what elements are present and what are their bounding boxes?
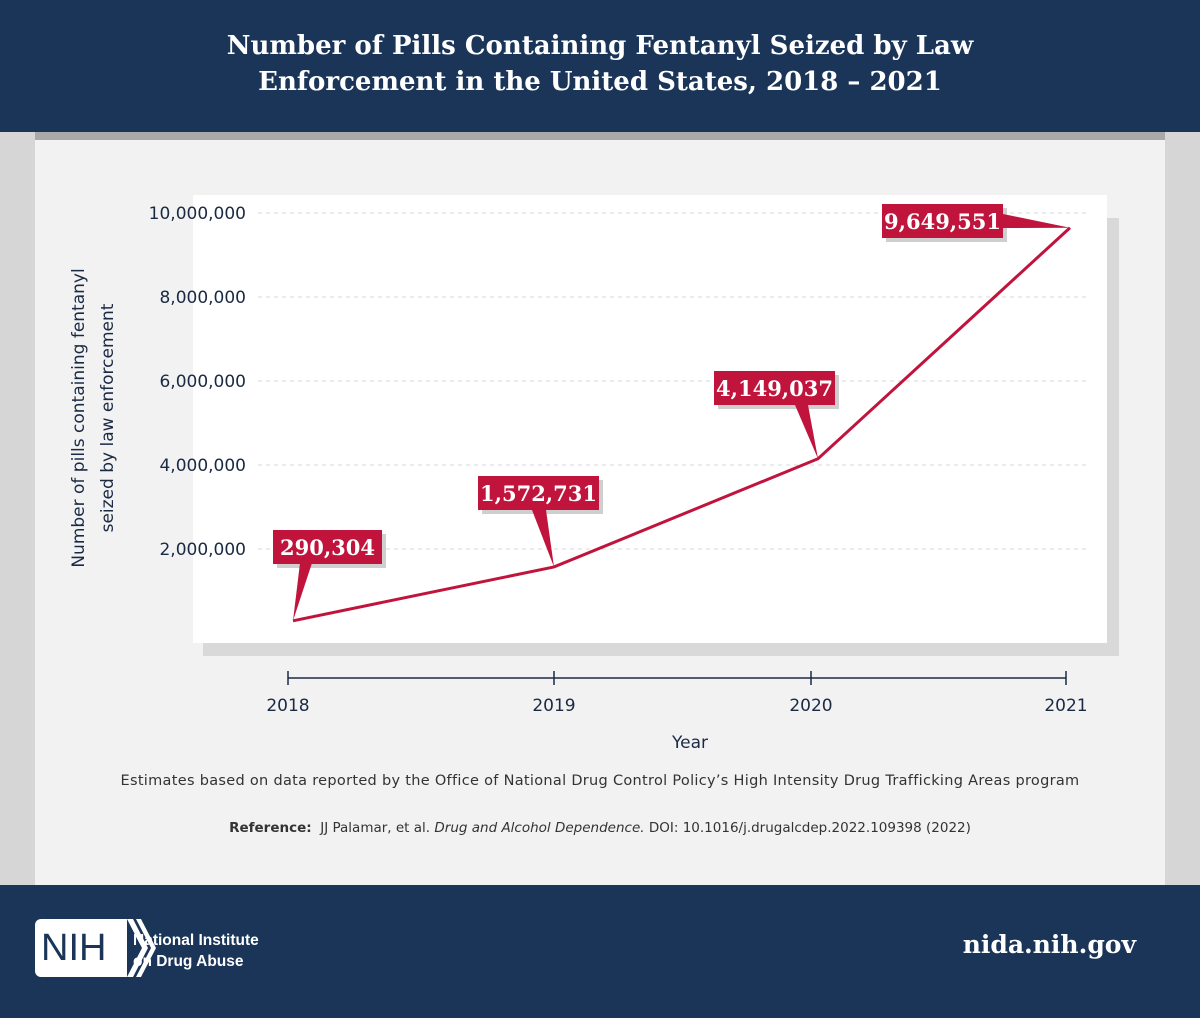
y-tick-label: 8,000,000: [159, 288, 246, 308]
institute-line1: National Institute: [133, 932, 259, 949]
website-link[interactable]: nida.nih.gov: [962, 930, 1136, 959]
y-tick-label: 10,000,000: [149, 204, 246, 224]
callout-box: [478, 476, 599, 510]
reference-authors: JJ Palamar, et al.: [320, 820, 431, 836]
nih-logo: NIH: [35, 919, 127, 977]
reference-label: Reference:: [229, 820, 312, 836]
x-tick-label: 2020: [789, 696, 832, 716]
source-note: Estimates based on data reported by the …: [120, 773, 1080, 789]
callout-pointer: [532, 510, 554, 567]
divider: [35, 132, 1165, 140]
data-label: 4,149,037: [716, 376, 833, 401]
x-tick-label: 2021: [1044, 696, 1087, 716]
chart-title: Number of Pills Containing Fentanyl Seiz…: [0, 0, 1200, 132]
institute-name: National Institute on Drug Abuse: [133, 930, 259, 972]
y-tick-label: 6,000,000: [159, 372, 246, 392]
footer: [0, 885, 1200, 1018]
y-tick-label: 4,000,000: [159, 456, 246, 476]
institute-line2: on Drug Abuse: [133, 953, 244, 970]
callout-box: [273, 530, 382, 564]
data-label-callout: 1,572,731: [478, 476, 603, 567]
reference: Reference: JJ Palamar, et al. Drug and A…: [0, 820, 1200, 836]
data-label: 1,572,731: [480, 481, 597, 506]
y-axis-label-line2: seized by law enforcement: [98, 303, 118, 532]
callout-pointer: [1003, 214, 1070, 228]
y-tick-label: 2,000,000: [159, 540, 246, 560]
callout-box: [882, 204, 1003, 238]
data-label-callout: 9,649,551: [882, 204, 1070, 242]
data-label-callout: 4,149,037: [714, 371, 839, 459]
reference-journal: Drug and Alcohol Dependence.: [434, 820, 645, 836]
x-axis-title: Year: [671, 733, 708, 753]
x-tick-label: 2019: [532, 696, 575, 716]
reference-doi: DOI: 10.1016/j.drugalcdep.2022.109398 (2…: [648, 820, 971, 836]
callout-pointer: [795, 405, 818, 459]
data-label: 290,304: [280, 535, 375, 560]
callout-pointer: [293, 563, 312, 621]
series-line: [292, 226, 1072, 623]
data-label: 9,649,551: [884, 209, 1001, 234]
x-tick-label: 2018: [266, 696, 309, 716]
y-axis-label-line1: Number of pills containing fentanyl: [69, 268, 89, 567]
callout-box: [714, 371, 835, 405]
data-label-callout: 290,304: [273, 530, 386, 621]
plot-area: [193, 195, 1107, 643]
